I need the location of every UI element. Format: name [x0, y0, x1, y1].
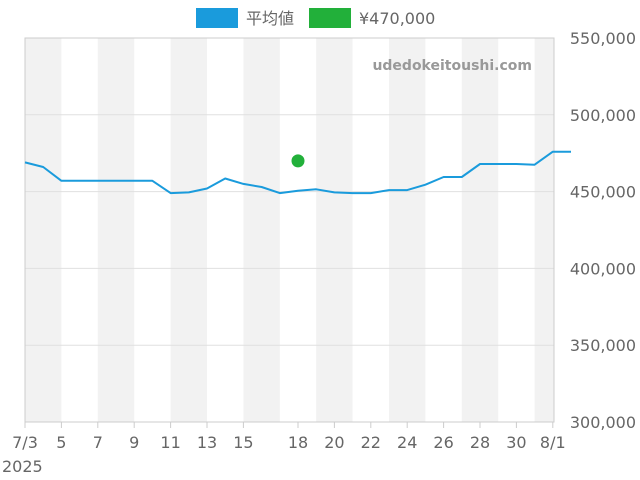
y-tick-label: 550,000 [570, 29, 636, 48]
y-tick-label: 350,000 [570, 336, 636, 355]
x-tick-label: 26 [433, 433, 453, 452]
x-tick-label: 18 [288, 433, 308, 452]
x-tick-label: 7 [93, 433, 103, 452]
background-band [97, 38, 135, 422]
background-band [316, 38, 353, 422]
legend-swatch-average[interactable] [196, 8, 238, 28]
listing-point[interactable] [291, 154, 305, 168]
x-tick-label: 22 [361, 433, 381, 452]
y-tick-label: 300,000 [570, 413, 636, 432]
y-tick-label: 450,000 [570, 183, 636, 202]
background-band [170, 38, 207, 422]
y-tick-label: 500,000 [570, 106, 636, 125]
x-tick-label: 13 [197, 433, 217, 452]
x-tick-label: 8/1 [540, 433, 566, 452]
background-band [243, 38, 280, 422]
x-tick-label: 7/3 [12, 433, 38, 452]
x-tick-label: 9 [129, 433, 139, 452]
x-tick-label: 28 [470, 433, 490, 452]
watermark-text: udedokeitoushi.com [372, 58, 532, 74]
x-tick-label: 11 [160, 433, 180, 452]
legend-label-average[interactable]: 平均値 [246, 9, 294, 28]
legend-swatch-listing[interactable] [309, 8, 351, 28]
x-tick-label: 15 [233, 433, 253, 452]
x-tick-label: 24 [397, 433, 417, 452]
background-band [389, 38, 426, 422]
background-band [25, 38, 62, 422]
background-band [461, 38, 499, 422]
x-year-label: 2025 [2, 457, 43, 476]
x-tick-label: 30 [506, 433, 526, 452]
plot-border [24, 37, 555, 423]
x-tick-label: 5 [56, 433, 66, 452]
background-band [534, 38, 554, 422]
series-line-average [24, 150, 571, 195]
y-tick-label: 400,000 [570, 259, 636, 278]
legend-label-listing[interactable]: ¥470,000 [359, 9, 435, 28]
x-tick-label: 20 [324, 433, 344, 452]
